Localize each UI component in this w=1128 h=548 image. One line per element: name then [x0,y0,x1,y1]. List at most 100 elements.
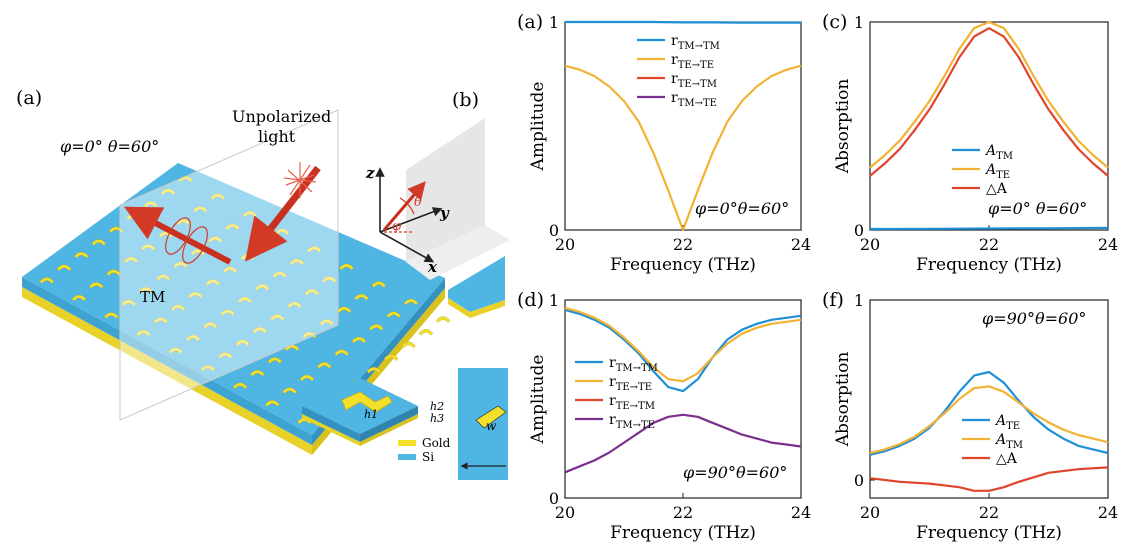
panel-label-f: (f) [822,289,844,311]
gold-resonator [188,291,203,299]
theta-label: θ [414,195,422,210]
wave-vector [382,181,426,231]
gold-resonator [282,387,297,394]
x-axis-label: x [427,258,438,276]
gold-resonator [334,349,349,356]
x-tick-label-d: 24 [791,503,811,522]
gold-resonator [141,244,156,251]
angle-annotation: φ=0° θ=60° [60,137,159,156]
series-line-f-2 [869,466,1109,492]
gold-resonator [250,369,265,377]
gold-resonator [252,327,268,334]
series-line-a-0 [565,20,801,24]
panel-label-d: (d) [517,289,544,311]
y-tick-label-d: 0 [549,489,559,508]
gold-resonator [386,311,401,318]
gold-resonator [71,294,87,302]
gold-resonator [307,246,322,253]
series-line-c-0 [869,226,1109,231]
adjacent-slab [448,256,505,312]
substrate-si-side-left [22,277,312,445]
gold-resonator [336,306,352,314]
gold-resonator [435,316,451,323]
legend-label-d: rTE→TE [609,374,652,393]
x-tick-label-f: 24 [1098,503,1118,522]
plot-frame-f [869,299,1109,499]
gold-resonator [210,193,225,200]
substrate-gold-side-left [22,287,312,455]
gold-resonator [366,367,382,374]
gold-resonator [168,347,183,354]
h3-label: h3 [430,412,444,425]
gold-resonator [121,299,136,307]
gold-resonator [89,282,104,289]
y-tick-label-d: 1 [549,291,559,310]
phi-label: φ [392,219,402,234]
gold-resonator [321,276,337,283]
gold-resonator [289,258,305,266]
series-line-d-1 [564,306,802,383]
y-axis-label-f: Absorption [833,352,853,448]
series-line-c-2 [869,27,1109,177]
tm-polarization-ellipses [165,217,208,264]
panel-b-label: (b) [452,89,479,111]
y-axis-label-d: Amplitude [528,355,548,445]
gold-resonator [255,284,270,291]
y-axis-label: y [439,204,450,222]
gold-resonator [217,352,233,359]
gold-resonator [369,324,384,331]
gold-resonator [138,287,154,294]
gold-resonator [153,317,169,324]
tm-label: TM [140,288,165,306]
gold-resonator [185,334,201,342]
gold-resonator [354,293,369,301]
gold-resonator [237,296,253,304]
gold-resonator [302,331,317,339]
gold-resonator [155,274,171,281]
gold-resonator [173,261,188,269]
gold-resonator [222,266,238,274]
angle-annotation-a: φ=0°θ=60° [695,199,789,218]
gold-resonator [205,279,221,286]
legend-label-a: rTM→TM [671,33,720,52]
x-tick-label-f: 22 [979,503,999,522]
x-tick-label-f: 20 [860,503,880,522]
unit-cell-gold-right [360,414,418,446]
legend-label-a: rTE→TM [671,71,717,90]
gold-resonator [267,357,283,364]
legend-label-f: ATE [994,413,1020,432]
unit-cell-side-left [302,406,360,442]
z-axis-label: z [365,164,375,182]
legend-label-f: △A [996,451,1018,467]
gold-resonator [304,289,320,296]
theta-arc [399,197,415,215]
gold-resonator [193,206,208,213]
x-tick-label-a: 24 [791,235,811,254]
metasurface-illustration: (a) (b) φ=0° θ=60° Unpolarized light TM … [16,87,510,480]
gold-resonator [123,256,139,264]
gold-resonator [200,365,216,372]
legend-label-c: ATE [984,162,1010,181]
legend-label-d: rTM→TE [609,412,655,431]
series-line-f-0 [869,370,1109,456]
w-label: w [486,419,497,433]
angle-annotation-f: φ=90°θ=60° [982,309,1086,328]
panel-label-c: (c) [822,11,847,33]
x-tick-label-c: 24 [1098,235,1118,254]
si-legend-label: Si [422,450,434,464]
gold-resonator [220,309,235,316]
gold-resonator [269,314,285,321]
x-axis-label-f: Frequency (THz) [916,523,1062,543]
gold-resonator [265,400,280,407]
y-tick-label-c: 1 [854,13,864,32]
gold-resonator [103,312,119,319]
y-tick-label-c: 0 [854,221,864,240]
x-tick-label-d: 22 [673,503,693,522]
legend-label-a: rTM→TE [671,90,717,109]
unit-cell-gold-left [302,414,360,446]
gold-legend-label: Gold [422,436,451,450]
si-swatch [398,454,416,460]
x-axis [379,231,435,263]
x-axis-label-a: Frequency (THz) [610,255,756,275]
